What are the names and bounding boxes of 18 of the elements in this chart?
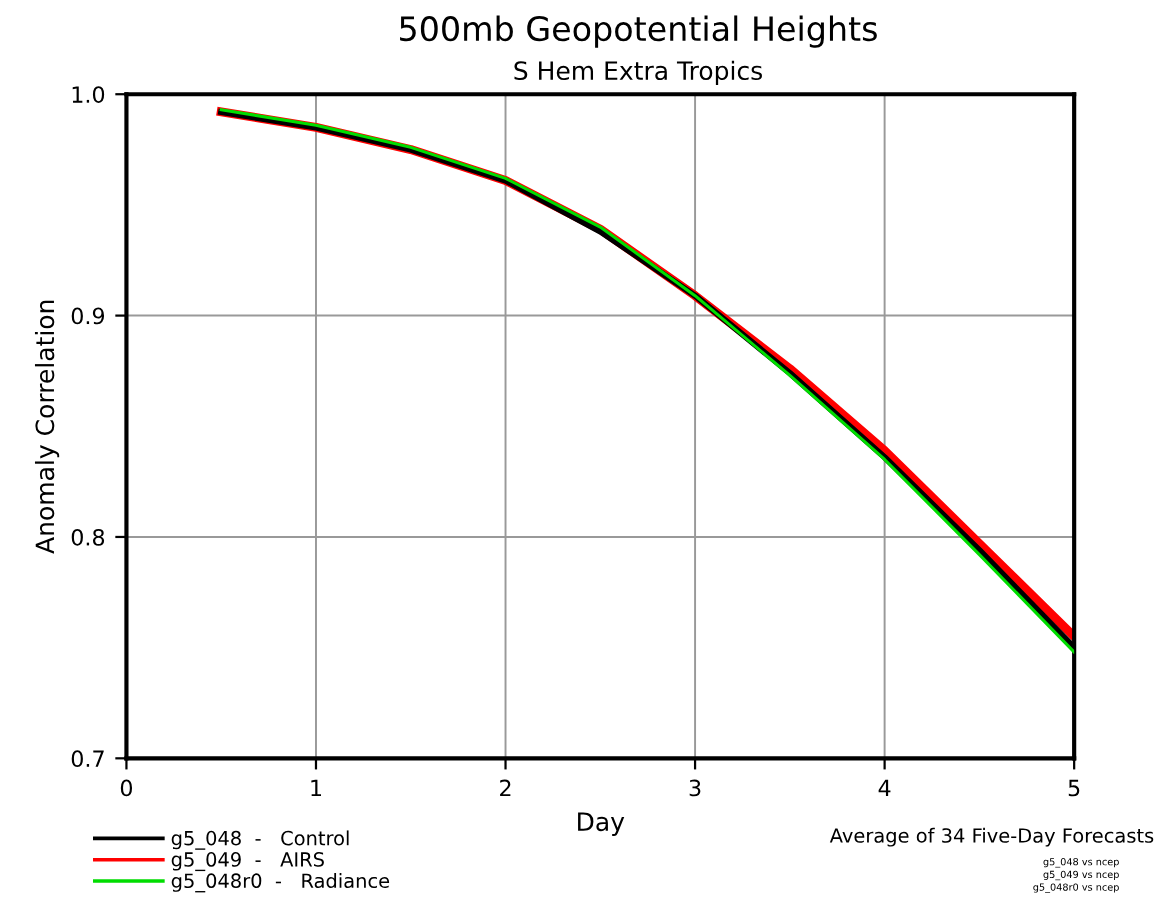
legend-label: g5_048 - Control bbox=[171, 830, 349, 850]
legend-label: g5_049 - AIRS bbox=[171, 852, 324, 872]
x-axis-title: Day bbox=[578, 812, 625, 836]
text: Average of 34 Five-Day Forecasts bbox=[829, 827, 1154, 847]
y-tick-label: 0.7 bbox=[71, 750, 104, 768]
chart-title: 500mb Geopotential Heights bbox=[400, 15, 877, 48]
x-tick-label: 3 bbox=[689, 779, 701, 797]
x-tick-label: 1 bbox=[311, 779, 321, 797]
x-tick-label: 0 bbox=[120, 779, 133, 797]
y-tick-label: 0.9 bbox=[71, 307, 105, 325]
x-tick-label: 2 bbox=[500, 779, 511, 797]
x-tick-label: 4 bbox=[878, 779, 891, 797]
x-tick-label: 5 bbox=[1068, 779, 1080, 797]
y-tick-label: 1.0 bbox=[72, 86, 105, 103]
legend-label: g5_048r0 - Radiance bbox=[171, 873, 390, 893]
chart-subtitle: S Hem Extra Tropics bbox=[514, 60, 762, 85]
y-tick-label: 0.8 bbox=[71, 528, 105, 546]
y-axis-title: Anomaly Correlation bbox=[34, 300, 60, 554]
